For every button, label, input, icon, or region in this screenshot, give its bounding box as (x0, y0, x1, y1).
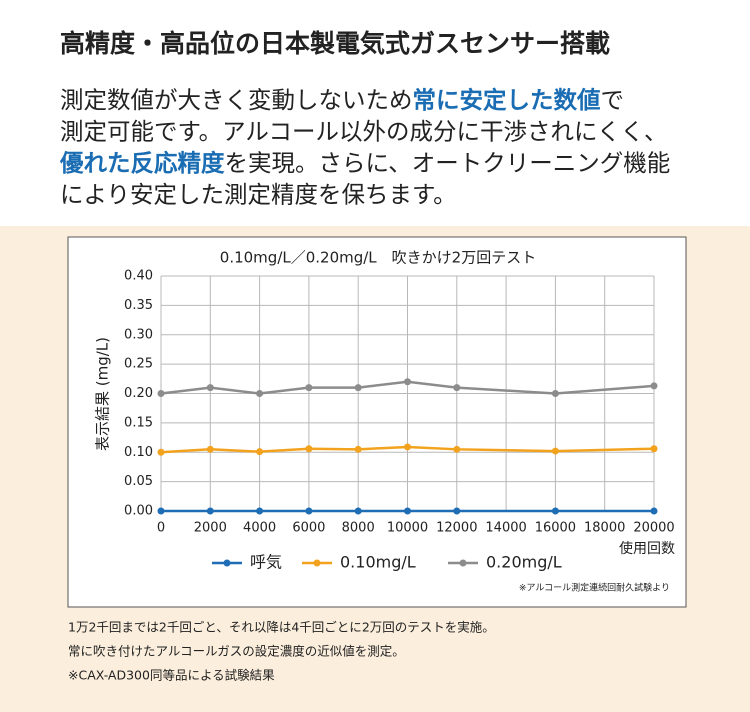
paragraph-line: 測定数値が大きく変動しないため常に安定した数値で (60, 86, 624, 114)
data-point (404, 378, 411, 386)
body-text: により安定した測定精度を保ちます。 (60, 180, 457, 208)
data-point (453, 445, 461, 453)
x-tick-label: 4000 (243, 521, 276, 536)
data-point (157, 448, 165, 456)
y-tick-label: 0.00 (124, 504, 153, 519)
legend-marker (313, 559, 321, 567)
x-tick-label: 2000 (194, 521, 227, 536)
note: ※CAX-AD300同等品による試験結果 (68, 668, 275, 683)
data-point (453, 507, 461, 515)
source-note: ※アルコール測定連続回耐久試験より (519, 582, 670, 594)
y-tick-label: 0.05 (124, 474, 153, 489)
y-tick-label: 0.10 (124, 445, 153, 460)
data-point (404, 507, 411, 515)
data-point (404, 443, 411, 451)
data-point (650, 445, 658, 453)
data-point (256, 507, 264, 515)
data-point (305, 445, 313, 453)
data-point (206, 384, 214, 392)
data-point (354, 384, 362, 392)
legend-marker (223, 559, 231, 567)
data-point (551, 507, 559, 515)
highlight-text: 常に安定した数値 (413, 86, 601, 114)
data-point (551, 390, 559, 397)
y-tick-label: 0.30 (124, 327, 153, 342)
legend-label: 0.20mg/L (486, 553, 562, 572)
data-point (206, 445, 214, 453)
data-point (305, 384, 313, 392)
y-tick-label: 0.35 (124, 298, 153, 313)
x-tick-label: 18000 (584, 521, 625, 536)
note: 常に吹き付けたアルコールガスの設定濃度の近似値を測定。 (68, 644, 405, 659)
data-point (551, 447, 559, 455)
legend-marker (459, 559, 467, 567)
x-axis-label: 使用回数 (619, 540, 675, 557)
y-tick-label: 0.15 (124, 415, 153, 430)
data-point (157, 507, 165, 515)
data-point (157, 390, 165, 397)
chart-title: 0.10mg/L／0.20mg/L 吹きかけ2万回テスト (220, 249, 536, 267)
y-axis-label: 表示結果 (mg/L) (94, 337, 112, 451)
data-point (305, 507, 313, 515)
data-point (453, 384, 461, 392)
data-point (650, 382, 658, 390)
data-point (256, 390, 264, 397)
x-tick-label: 12000 (436, 521, 477, 536)
body-text: 測定可能です。アルコール以外の成分に干渉されにくく、 (60, 117, 667, 145)
x-tick-label: 0 (157, 521, 165, 536)
y-tick-label: 0.25 (124, 357, 153, 372)
heading: 高精度・高品位の日本製電気式ガスセンサー搭載 (60, 29, 610, 58)
body-text: 測定数値が大きく変動しないため (60, 86, 413, 114)
y-tick-label: 0.20 (124, 386, 153, 401)
x-tick-label: 8000 (342, 521, 375, 536)
note: 1万2千回までは2千回ごと、それ以降は4千回ごとに2万回のテストを実施。 (68, 620, 495, 635)
x-tick-label: 10000 (387, 521, 428, 536)
legend-label: 呼気 (250, 553, 282, 572)
x-tick-label: 16000 (535, 521, 576, 536)
paragraph-line: 測定可能です。アルコール以外の成分に干渉されにくく、 (60, 117, 667, 145)
data-point (354, 445, 362, 453)
paragraph-line: 優れた反応精度を実現。さらに、オートクリーニング機能 (59, 149, 670, 177)
x-tick-label: 20000 (633, 521, 674, 536)
body-text: で (601, 86, 625, 114)
data-point (256, 448, 264, 456)
data-point (206, 507, 214, 515)
data-point (650, 507, 658, 515)
paragraph-line: により安定した測定精度を保ちます。 (60, 180, 457, 208)
legend-label: 0.10mg/L (340, 553, 416, 572)
body-text: を実現。さらに、オートクリーニング機能 (225, 149, 671, 177)
x-tick-label: 14000 (485, 521, 526, 536)
chart-box (67, 236, 687, 608)
y-tick-label: 0.40 (124, 269, 153, 284)
highlight-text: 優れた反応精度 (59, 149, 225, 177)
data-point (354, 507, 362, 515)
x-tick-label: 6000 (292, 521, 325, 536)
